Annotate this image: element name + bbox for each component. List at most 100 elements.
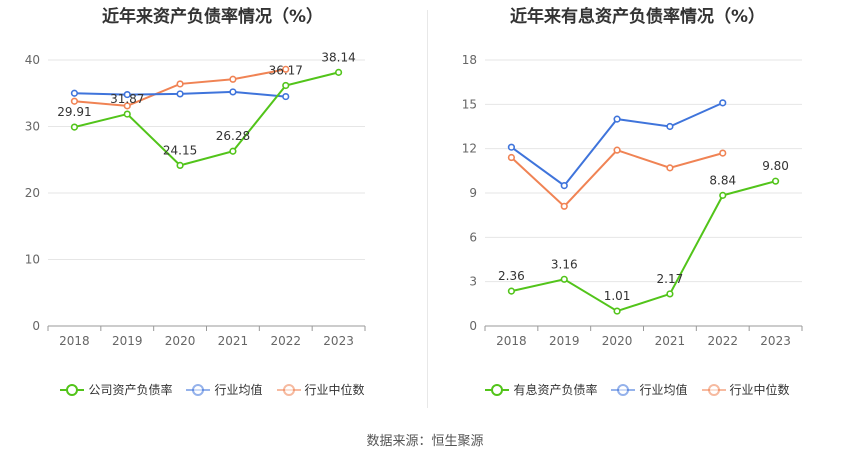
data-label: 2.36 [498,269,525,283]
x-tick-label: 2019 [112,334,143,348]
data-label: 29.91 [57,105,91,119]
legend-item[interactable]: 行业中位数 [701,381,790,398]
y-tick-label: 12 [462,142,477,156]
line-chart-debt-ratio: 0 10 20 30 40 2018 2019 2020 2021 2022 2023 29.91 31… [25,50,366,348]
chart-title: 近年来资产负债率情况（%） [101,7,324,27]
y-tick-label: 20 [25,186,40,200]
data-label: 9.80 [762,159,789,173]
legend-label: 行业均值 [639,383,688,397]
data-point[interactable] [229,88,237,96]
data-point[interactable] [229,147,237,155]
data-point[interactable] [613,146,621,154]
x-tick-label: 2020 [602,334,633,348]
data-label: 38.14 [321,50,355,64]
data-label: 26.28 [216,129,250,143]
legend-marker-icon [611,383,636,396]
legend-label: 行业中位数 [729,383,790,397]
x-tick-label: 2022 [270,334,301,348]
panel-divider [427,10,428,408]
data-point[interactable] [123,102,131,110]
legend-marker-icon [60,383,85,396]
y-tick-label: 9 [469,186,477,200]
data-label: 31.87 [110,92,144,106]
y-tick-label: 10 [25,253,40,267]
data-point[interactable] [560,182,568,190]
legend-label: 行业均值 [214,383,263,397]
x-tick-label: 2020 [165,334,196,348]
data-point[interactable] [560,275,568,283]
data-point[interactable] [176,161,184,170]
legend-marker-icon [186,383,211,396]
data-point[interactable] [282,65,290,73]
chart-panel-interest-bearing-debt-ratio: 近年来有息资产负债率情况（%） 0 3 6 9 12 15 18 2018 2019 2020 20… [425,0,850,420]
data-point[interactable] [719,99,727,107]
x-tick-label: 2018 [496,334,527,348]
y-tick-label: 3 [469,275,477,289]
legend-item[interactable]: 行业中位数 [276,381,365,398]
y-tick-label: 0 [32,319,40,333]
data-point[interactable] [229,75,237,83]
series-line [510,148,724,208]
y-tick-label: 30 [25,120,40,134]
data-point[interactable] [507,153,516,162]
data-source-note: 数据来源：恒生聚源 [366,434,484,449]
data-point[interactable] [176,80,184,88]
data-point[interactable] [123,110,131,118]
legend-item[interactable]: 行业均值 [186,381,263,398]
data-point[interactable] [771,177,780,185]
data-label: 3.16 [551,257,578,271]
chart-legend: 公司资产负债率 行业均值 行业中位数 [0,381,425,398]
data-point[interactable] [613,307,621,315]
chart-title: 近年来有息资产负债率情况（%） [509,7,766,27]
legend-item[interactable]: 有息资产负债率 [485,381,597,398]
legend-label: 公司资产负债率 [88,383,173,397]
data-point[interactable] [123,90,131,99]
data-point[interactable] [666,290,674,298]
data-point[interactable] [719,149,727,157]
x-tick-label: 2022 [707,334,738,348]
line-chart-interest-bearing-debt-ratio: 0 3 6 9 12 15 18 2018 2019 2020 2021 2022 2023 2.36 3.… [462,53,803,348]
legend-label: 有息资产负债率 [513,383,598,397]
y-tick-label: 15 [462,97,477,111]
data-point[interactable] [666,164,674,172]
series-line [74,71,339,167]
y-tick-label: 0 [469,319,477,333]
x-tick-label: 2019 [549,334,580,348]
data-point[interactable] [507,143,516,151]
series-line [511,180,776,313]
x-tick-label: 2023 [323,334,354,348]
x-tick-label: 2021 [218,334,249,348]
data-point[interactable] [334,68,343,76]
legend-marker-icon [485,383,510,396]
data-label: 36.17 [269,63,303,77]
chart-legend: 有息资产负债率 行业均值 行业中位数 [425,381,850,398]
data-point[interactable] [176,90,184,98]
legend-item[interactable]: 公司资产负债率 [60,381,172,398]
data-point[interactable] [507,287,516,295]
data-point[interactable] [282,81,290,90]
data-label: 1.01 [604,289,631,303]
x-tick-label: 2018 [59,334,90,348]
data-point[interactable] [666,122,674,131]
data-point[interactable] [282,92,290,101]
data-label: 24.15 [163,143,197,157]
data-point[interactable] [70,89,79,97]
series-line [510,101,724,187]
data-point[interactable] [560,202,568,210]
data-label: 8.84 [709,173,736,187]
y-tick-label: 6 [469,230,477,244]
legend-marker-icon [276,383,301,396]
series-line [74,68,286,107]
y-tick-label: 40 [25,53,40,67]
data-point[interactable] [70,123,79,131]
legend-label: 行业中位数 [304,383,365,397]
data-point[interactable] [70,97,79,105]
data-point[interactable] [613,115,621,123]
legend-item[interactable]: 行业均值 [611,381,688,398]
data-point[interactable] [719,191,727,199]
chart-panel-debt-ratio: 近年来资产负债率情况（%） 0 10 20 30 40 2018 2019 2020 2021 2… [0,0,425,420]
x-tick-label: 2023 [760,334,791,348]
y-tick-label: 18 [462,53,477,67]
legend-marker-icon [701,383,726,396]
x-tick-label: 2021 [655,334,686,348]
